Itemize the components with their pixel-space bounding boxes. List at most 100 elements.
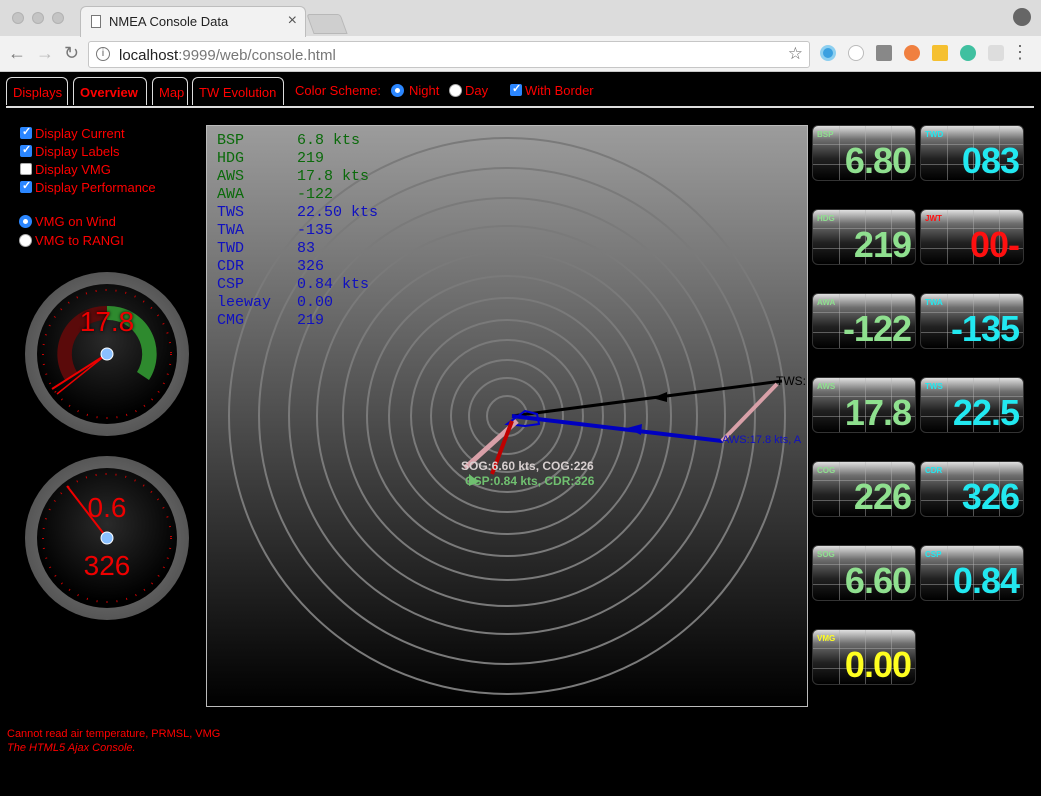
menu-icon[interactable]: ⋮ xyxy=(1011,42,1029,62)
tile-grid-line xyxy=(973,210,974,264)
browser-tab[interactable]: NMEA Console Data × xyxy=(80,6,306,37)
tile-grid-line xyxy=(813,564,915,565)
tws-needle-tail xyxy=(56,353,108,395)
tab-divider xyxy=(6,106,1034,108)
radar-data-row: leeway 0.00 xyxy=(217,294,378,312)
tile-grid-line xyxy=(999,126,1000,180)
reload-icon[interactable]: ↻ xyxy=(64,43,80,63)
tile-grid-line xyxy=(921,416,1023,417)
tile-grid-line xyxy=(865,630,866,684)
tws-green-zone xyxy=(107,305,157,380)
vmg-to-rangi-radio[interactable] xyxy=(19,234,32,247)
tile-label: HDG xyxy=(817,214,835,223)
tile-label: VMG xyxy=(817,634,836,643)
tile-value: 226 xyxy=(853,476,912,517)
tile-label: COG xyxy=(817,466,836,475)
tile-value: 0.00 xyxy=(844,644,912,685)
tile-grid-line xyxy=(947,126,948,180)
tile-label: CDR xyxy=(925,466,943,475)
tile-grid-line xyxy=(839,462,840,516)
tile-value: 6.80 xyxy=(844,140,912,181)
night-label: Night xyxy=(409,83,440,98)
tile-label: CSP xyxy=(925,550,942,559)
radar-data-value: 17.8 kts xyxy=(297,168,370,185)
status-message: Cannot read air temperature, PRMSL, VMG xyxy=(7,728,221,740)
tab-map[interactable]: Map xyxy=(152,77,188,105)
heading-vector xyxy=(490,420,514,475)
tile-value: 326 xyxy=(961,476,1020,517)
minimize-window-button[interactable] xyxy=(32,12,44,24)
radar-data-row: TWD 83 xyxy=(217,240,378,258)
radar-data-row: TWS 22.50 kts xyxy=(217,204,378,222)
navigation-bar: ← → ↻ i localhost:9999/web/console.html … xyxy=(0,36,1041,72)
display-performance-checkbox[interactable] xyxy=(20,179,32,193)
tile-grid-line xyxy=(813,164,915,165)
with-border-checkbox[interactable] xyxy=(510,82,522,96)
tab-displays[interactable]: Displays xyxy=(6,77,68,105)
back-icon[interactable]: ← xyxy=(8,43,26,63)
extension-icon[interactable] xyxy=(904,45,920,61)
tile-grid-line xyxy=(999,462,1000,516)
tile-value: 219 xyxy=(853,224,912,265)
tab-overview[interactable]: Overview xyxy=(73,77,147,105)
tile-grid-line xyxy=(947,378,948,432)
tile-value: -135 xyxy=(950,308,1020,349)
tile-grid-line xyxy=(921,564,1023,565)
tile-tws: TWS 22.5 xyxy=(920,377,1024,433)
night-radio[interactable] xyxy=(391,84,404,97)
tile-grid-line xyxy=(891,294,892,348)
radar-data-key: AWA xyxy=(217,186,245,203)
radar-data-key: TWS xyxy=(217,204,245,221)
extension-icon[interactable] xyxy=(932,45,948,61)
mail-icon[interactable] xyxy=(876,45,892,61)
extension-icon[interactable] xyxy=(848,45,864,61)
tws-dial: 17.8 xyxy=(25,272,189,436)
tile-twa: TWA -135 xyxy=(920,293,1024,349)
tile-grid-line xyxy=(839,378,840,432)
tile-grid-line xyxy=(813,416,915,417)
forward-icon[interactable]: → xyxy=(36,43,54,63)
tile-grid-line xyxy=(891,210,892,264)
browser-chrome: NMEA Console Data × ← → ↻ i localhost:99… xyxy=(0,0,1041,72)
tile-grid-line xyxy=(813,332,915,333)
radar-data-value: 83 xyxy=(297,240,316,257)
bookmark-star-icon[interactable]: ☆ xyxy=(787,44,803,63)
display-vmg-checkbox[interactable] xyxy=(20,163,32,175)
maximize-window-button[interactable] xyxy=(52,12,64,24)
extension-icon[interactable] xyxy=(960,45,976,61)
extension-icon[interactable] xyxy=(988,45,1004,61)
wind-pink-vector xyxy=(720,382,779,443)
tws-vector xyxy=(511,379,783,418)
info-icon[interactable]: i xyxy=(96,47,110,61)
tile-grid-line xyxy=(973,546,974,600)
extension-icon[interactable] xyxy=(820,45,836,61)
tile-grid-line xyxy=(999,294,1000,348)
profile-icon[interactable] xyxy=(1013,8,1031,26)
display-current-checkbox[interactable] xyxy=(20,125,32,139)
radar-data-key: HDG xyxy=(217,150,245,167)
tile-grid-line xyxy=(839,630,840,684)
tile-grid-line xyxy=(921,480,1023,481)
radar-data-key: TWD xyxy=(217,240,245,257)
display-labels-checkbox[interactable] xyxy=(20,143,32,157)
tile-grid-line xyxy=(973,126,974,180)
new-tab-button[interactable] xyxy=(306,14,348,34)
day-radio[interactable] xyxy=(449,84,462,97)
close-tab-icon[interactable]: × xyxy=(287,12,297,29)
tile-grid-line xyxy=(813,584,915,585)
tws-dial-value: 17.8 xyxy=(79,306,135,337)
close-window-button[interactable] xyxy=(12,12,24,24)
tile-grid-line xyxy=(891,546,892,600)
current-needle xyxy=(66,485,108,539)
tile-grid-line xyxy=(921,164,1023,165)
current-arrow xyxy=(469,474,479,486)
vmg-on-wind-radio[interactable] xyxy=(19,215,32,228)
tile-grid-line xyxy=(891,462,892,516)
radar-data-value: 219 xyxy=(297,150,325,167)
radar-data-value: 219 xyxy=(297,312,325,329)
address-bar[interactable]: i localhost:9999/web/console.html ☆ xyxy=(88,41,810,68)
csp-cdr-label: CSP:0.84 kts, CDR:326 xyxy=(465,474,595,488)
tab-tw-evolution[interactable]: TW Evolution xyxy=(192,77,284,105)
tile-grid-line xyxy=(921,248,1023,249)
tile-vmg: VMG 0.00 xyxy=(812,629,916,685)
